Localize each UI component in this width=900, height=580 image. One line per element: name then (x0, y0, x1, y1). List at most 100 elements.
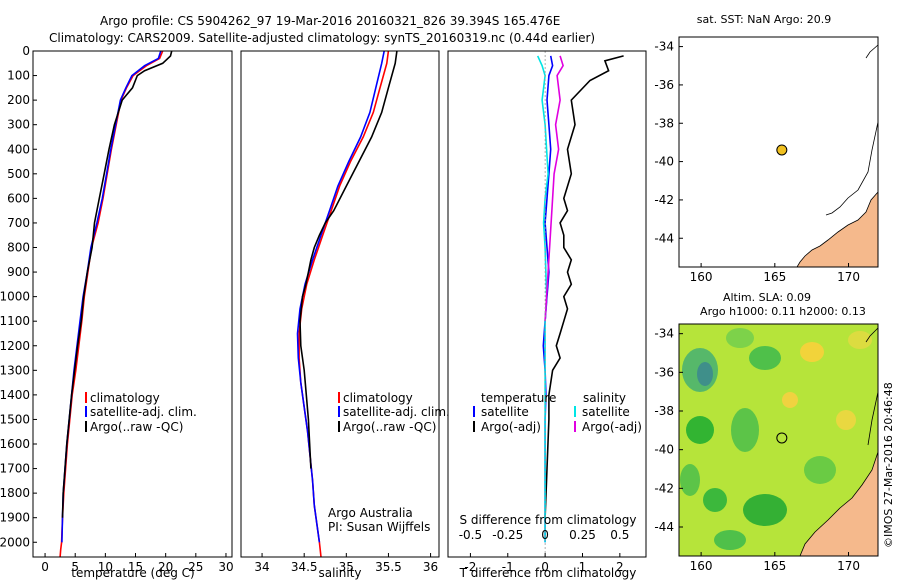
depth-tick-label: 1400 (0, 388, 30, 402)
sla-blob (680, 464, 700, 496)
annotation-pi: PI: Susan Wijffels (328, 520, 430, 534)
legend-label-t-satellite: satellite (481, 405, 529, 419)
temperature-xlabel: temperature (deg C) (71, 566, 194, 580)
legend-label-climatology: climatology (90, 391, 160, 405)
temperature-series-satellite-adj-clim (61, 50, 162, 543)
depth-tick-label: 1300 (0, 363, 30, 377)
temperature-panel: 0100200300400500600700800900100011001200… (0, 44, 234, 580)
sla-blob (703, 488, 727, 512)
s-difference-tick-label: -0.5 (459, 528, 482, 542)
t-difference-tick-label: 2 (616, 560, 624, 574)
depth-tick-label: 1000 (0, 290, 30, 304)
t-difference-x-axis: -2 -1 0 1 2 (464, 553, 624, 574)
s-difference-x-axis: -0.5 -0.25 0 0.25 0.5 (459, 528, 630, 542)
sla-map-lon-tick-label: 170 (837, 559, 860, 573)
salinity-xlabel: salinity (318, 566, 361, 580)
temperature-tick-label: 25 (188, 560, 203, 574)
salinity-series-argo-raw-qc (299, 50, 398, 469)
sla-blob (731, 408, 759, 452)
legend-swatch-climatology (85, 392, 87, 403)
sla-blob (726, 328, 754, 348)
sla-map-coastline-north (865, 327, 879, 343)
depth-tick-label: 1500 (0, 412, 30, 426)
temperature-legend: climatology satellite-adj. clim. Argo(..… (85, 391, 197, 434)
s-difference-tick-label: -0.25 (492, 528, 523, 542)
sla-map-lat-tick-label: -40 (654, 443, 674, 457)
legend-swatch-s-satellite (574, 406, 576, 417)
sst-map-lat-tick-label: -40 (654, 155, 674, 169)
sla-map-panel: Altim. SLA: 0.09 Argo h1000: 0.11 h2000:… (654, 291, 879, 573)
temperature-plot-frame (32, 50, 233, 558)
legend-swatch-s-argo (574, 421, 576, 432)
sla-map-lat-tick-label: -44 (654, 520, 674, 534)
legend-swatch-t-argo (473, 421, 475, 432)
legend-label-satellite: satellite-adj. clim. (90, 405, 197, 419)
temperature-series-climatology (59, 50, 164, 558)
sla-blob (743, 494, 787, 526)
salinity-x-axis: 34 34.5 35 35.5 36 (254, 553, 438, 574)
sst-map-panel: sat. SST: NaN Argo: 20.9 160 165 170 -34 -36… (654, 13, 879, 284)
s-difference-tick-label: 0.5 (610, 528, 629, 542)
depth-tick-label: 1900 (0, 511, 30, 525)
salinity-plot-frame (240, 50, 440, 558)
legend-label-s-argo: Argo(-adj) (582, 420, 642, 434)
sst-map-lon-tick-label: 160 (690, 270, 713, 284)
difference-legend: temperature salinity satellite Argo(-adj… (473, 391, 642, 434)
depth-tick-label: 300 (7, 118, 30, 132)
legend-swatch-t-satellite (473, 406, 475, 417)
temperature-tick-label: 5 (71, 560, 79, 574)
temperature-tick-label: 10 (98, 560, 113, 574)
sst-map-lat-tick-label: -38 (654, 116, 674, 130)
sst-map-land (796, 190, 879, 268)
salinity-tick-label: 34.5 (291, 560, 318, 574)
depth-tick-label: 900 (7, 265, 30, 279)
sla-blob (804, 456, 836, 484)
sla-blob (782, 392, 798, 408)
s-difference-tick-label: 0.25 (569, 528, 596, 542)
salinity-series-satellite-adj-clim (296, 50, 385, 543)
sla-map-frame (678, 323, 879, 557)
difference-series-temperature-argo-adj- (544, 55, 624, 518)
legend-label-s-satellite: satellite (582, 405, 630, 419)
sst-map-title: sat. SST: NaN Argo: 20.9 (697, 13, 831, 26)
depth-tick-label: 1700 (0, 462, 30, 476)
depth-tick-label: 1100 (0, 314, 30, 328)
legend-header-temperature: temperature (481, 391, 556, 405)
sla-map-lat-tick-label: -38 (654, 404, 674, 418)
depth-tick-label: 700 (7, 216, 30, 230)
depth-tick-label: 800 (7, 241, 30, 255)
sst-map-lon-tick-label: 165 (763, 270, 786, 284)
sla-map-lat-tick-label: -34 (654, 327, 674, 341)
sst-map-frame (678, 36, 879, 268)
depth-tick-label: 500 (7, 167, 30, 181)
salinity-panel: 34 34.5 35 35.5 36 salinity climatology sate… (240, 50, 450, 580)
depth-tick-label: 0 (22, 44, 30, 58)
temperature-series-argo-raw-qc (61, 50, 173, 518)
sla-map-lon-tick-label: 165 (763, 559, 786, 573)
sla-map-lat-tick-label: -36 (654, 365, 674, 379)
salinity-tick-label: 36 (423, 560, 438, 574)
imos-credit: ©IMOS 27-Mar-2016 20:46:48 (882, 382, 895, 548)
temperature-series-group (59, 50, 173, 558)
t-difference-tick-label: -2 (464, 560, 476, 574)
temperature-tick-label: 30 (218, 560, 233, 574)
temperature-tick-label: 20 (158, 560, 173, 574)
legend-swatch-satellite (85, 406, 87, 417)
depth-tick-label: 400 (7, 142, 30, 156)
salinity-tick-label: 34 (254, 560, 269, 574)
legend-label-climatology: climatology (343, 391, 413, 405)
argo-float-marker (776, 144, 788, 156)
sla-blob (714, 530, 746, 550)
temperature-tick-label: 0 (41, 560, 49, 574)
sst-map-lat-tick-label: -36 (654, 78, 674, 92)
depth-tick-label: 2000 (0, 535, 30, 549)
legend-header-salinity: salinity (583, 391, 626, 405)
depth-tick-label: 1600 (0, 437, 30, 451)
temperature-tick-label: 15 (128, 560, 143, 574)
sla-map-axes: 160 165 170 -34 -36 -38 -40 -42 -44 (654, 327, 860, 573)
header-line1: Argo profile: CS 5904262_97 19-Mar-2016 … (100, 14, 560, 28)
difference-series-salinity-satellite (536, 55, 549, 543)
salinity-series-group (296, 50, 398, 558)
legend-swatch-satellite (338, 406, 340, 417)
argo-float-marker (776, 432, 788, 444)
